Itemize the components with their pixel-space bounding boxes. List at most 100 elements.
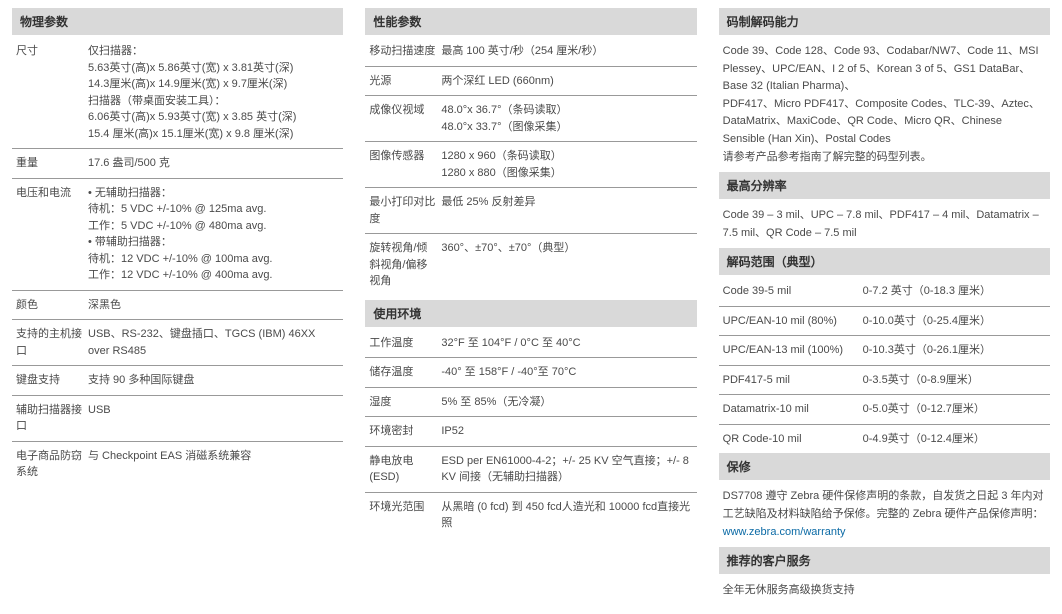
spec-label: 电压和电流 <box>16 185 88 284</box>
spec-value: 48.0°x 36.7°（条码读取） 48.0°x 33.7°（图像采集） <box>441 102 692 135</box>
spec-row: 光源两个深红 LED (660nm) <box>365 67 696 97</box>
spec-label: 成像仪视域 <box>369 102 441 135</box>
spec-row: 旋转视角/倾斜视角/偏移视角360°、±70°、±70°（典型） <box>365 234 696 296</box>
spec-row: 电压和电流• 无辅助扫描器： 待机：5 VDC +/-10% @ 125ma a… <box>12 179 343 291</box>
spec-label: QR Code-10 mil <box>723 431 863 448</box>
spec-label: 光源 <box>369 73 441 90</box>
spec-value: 深黑色 <box>88 297 339 314</box>
spec-value: 从黑暗 (0 fcd) 到 450 fcd人造光和 10000 fcd直接光照 <box>441 499 692 532</box>
spec-row: 环境光范围从黑暗 (0 fcd) 到 450 fcd人造光和 10000 fcd… <box>365 493 696 538</box>
header-performance: 性能参数 <box>365 8 696 35</box>
spec-row: 湿度5% 至 85%（无冷凝） <box>365 388 696 418</box>
header-environment: 使用环境 <box>365 300 696 327</box>
spec-row: PDF417-5 mil0-3.5英寸（0-8.9厘米） <box>719 366 1050 396</box>
header-range: 解码范围（典型） <box>719 248 1050 275</box>
spec-label: PDF417-5 mil <box>723 372 863 389</box>
rows-environment: 工作温度32°F 至 104°F / 0°C 至 40°C储存温度-40° 至 … <box>365 329 696 538</box>
rows-range: Code 39-5 mil0-7.2 英寸（0-18.3 厘米）UPC/EAN-… <box>719 277 1050 453</box>
spec-value: 0-5.0英寸（0-12.7厘米） <box>863 401 1046 418</box>
spec-value: 两个深红 LED (660nm) <box>441 73 692 90</box>
spec-row: 最小打印对比度最低 25% 反射差异 <box>365 188 696 234</box>
spec-label: 旋转视角/倾斜视角/偏移视角 <box>369 240 441 290</box>
spec-value: 仅扫描器： 5.63英寸(高)x 5.86英寸(宽) x 3.81英寸(深) 1… <box>88 43 339 142</box>
spec-value: • 无辅助扫描器： 待机：5 VDC +/-10% @ 125ma avg. 工… <box>88 185 339 284</box>
spec-value: 与 Checkpoint EAS 消磁系统兼容 <box>88 448 339 481</box>
spec-label: 环境光范围 <box>369 499 441 532</box>
spec-value: 最低 25% 反射差异 <box>441 194 692 227</box>
spec-value: 17.6 盎司/500 克 <box>88 155 339 172</box>
spec-value: 0-4.9英寸（0-12.4厘米） <box>863 431 1046 448</box>
spec-row: 辅助扫描器接口USB <box>12 396 343 442</box>
spec-label: 移动扫描速度 <box>369 43 441 60</box>
spec-row: Datamatrix-10 mil0-5.0英寸（0-12.7厘米） <box>719 395 1050 425</box>
header-resolution: 最高分辨率 <box>719 172 1050 199</box>
spec-label: UPC/EAN-13 mil (100%) <box>723 342 863 359</box>
spec-row: 颜色深黑色 <box>12 291 343 321</box>
spec-label: 环境密封 <box>369 423 441 440</box>
header-services: 推荐的客户服务 <box>719 547 1050 574</box>
spec-row: QR Code-10 mil0-4.9英寸（0-12.4厘米） <box>719 425 1050 454</box>
spec-value: 360°、±70°、±70°（典型） <box>441 240 692 290</box>
spec-row: 电子商品防窃系统与 Checkpoint EAS 消磁系统兼容 <box>12 442 343 487</box>
spec-row: 图像传感器1280 x 960（条码读取） 1280 x 880（图像采集） <box>365 142 696 188</box>
spec-value: 0-3.5英寸（0-8.9厘米） <box>863 372 1046 389</box>
spec-value: 最高 100 英寸/秒（254 厘米/秒） <box>441 43 692 60</box>
spec-label: 键盘支持 <box>16 372 88 389</box>
spec-value: -40° 至 158°F / -40°至 70°C <box>441 364 692 381</box>
spec-label: 尺寸 <box>16 43 88 142</box>
spec-row: UPC/EAN-10 mil (80%)0-10.0英寸（0-25.4厘米） <box>719 307 1050 337</box>
spec-label: 重量 <box>16 155 88 172</box>
decode-text: Code 39、Code 128、Code 93、Codabar/NW7、Cod… <box>719 37 1050 172</box>
spec-value: 0-7.2 英寸（0-18.3 厘米） <box>863 283 1046 300</box>
spec-value: USB、RS-232、键盘插口、TGCS (IBM) 46XX over RS4… <box>88 326 339 359</box>
header-physical: 物理参数 <box>12 8 343 35</box>
spec-row: 移动扫描速度最高 100 英寸/秒（254 厘米/秒） <box>365 37 696 67</box>
warranty-link[interactable]: www.zebra.com/warranty <box>723 526 846 538</box>
spec-row: 支持的主机接口USB、RS-232、键盘插口、TGCS (IBM) 46XX o… <box>12 320 343 366</box>
warranty-body: DS7708 遵守 Zebra 硬件保修声明的条款，自发货之日起 3 年内对工艺… <box>723 490 1044 520</box>
col-decode: 码制解码能力 Code 39、Code 128、Code 93、Codabar/… <box>719 8 1050 606</box>
spec-label: 电子商品防窃系统 <box>16 448 88 481</box>
spec-label: 工作温度 <box>369 335 441 352</box>
spec-label: Datamatrix-10 mil <box>723 401 863 418</box>
resolution-text: Code 39 – 3 mil、UPC – 7.8 mil、PDF417 – 4… <box>719 201 1050 248</box>
col-physical: 物理参数 尺寸仅扫描器： 5.63英寸(高)x 5.86英寸(宽) x 3.81… <box>12 8 343 606</box>
rows-performance: 移动扫描速度最高 100 英寸/秒（254 厘米/秒）光源两个深红 LED (6… <box>365 37 696 296</box>
col-performance: 性能参数 移动扫描速度最高 100 英寸/秒（254 厘米/秒）光源两个深红 L… <box>365 8 696 606</box>
spec-row: 重量17.6 盎司/500 克 <box>12 149 343 179</box>
spec-value: 支持 90 多种国际键盘 <box>88 372 339 389</box>
spec-row: 工作温度32°F 至 104°F / 0°C 至 40°C <box>365 329 696 359</box>
spec-row: 成像仪视域48.0°x 36.7°（条码读取） 48.0°x 33.7°（图像采… <box>365 96 696 142</box>
spec-label: 湿度 <box>369 394 441 411</box>
spec-label: Code 39-5 mil <box>723 283 863 300</box>
spec-label: 辅助扫描器接口 <box>16 402 88 435</box>
rows-physical: 尺寸仅扫描器： 5.63英寸(高)x 5.86英寸(宽) x 3.81英寸(深)… <box>12 37 343 487</box>
spec-row: 储存温度-40° 至 158°F / -40°至 70°C <box>365 358 696 388</box>
spec-row: UPC/EAN-13 mil (100%)0-10.3英寸（0-26.1厘米） <box>719 336 1050 366</box>
spec-value: 0-10.0英寸（0-25.4厘米） <box>863 313 1046 330</box>
spec-value: IP52 <box>441 423 692 440</box>
spec-row: 环境密封IP52 <box>365 417 696 447</box>
spec-row: 尺寸仅扫描器： 5.63英寸(高)x 5.86英寸(宽) x 3.81英寸(深)… <box>12 37 343 149</box>
spec-value: 5% 至 85%（无冷凝） <box>441 394 692 411</box>
spec-label: 储存温度 <box>369 364 441 381</box>
spec-value: USB <box>88 402 339 435</box>
spec-row: 静电放电 (ESD)ESD per EN61000-4-2；+/- 25 KV … <box>365 447 696 493</box>
spec-label: 静电放电 (ESD) <box>369 453 441 486</box>
spec-label: UPC/EAN-10 mil (80%) <box>723 313 863 330</box>
header-decode: 码制解码能力 <box>719 8 1050 35</box>
spec-label: 支持的主机接口 <box>16 326 88 359</box>
spec-row: 键盘支持支持 90 多种国际键盘 <box>12 366 343 396</box>
spec-label: 图像传感器 <box>369 148 441 181</box>
warranty-text: DS7708 遵守 Zebra 硬件保修声明的条款，自发货之日起 3 年内对工艺… <box>719 482 1050 547</box>
spec-value: 1280 x 960（条码读取） 1280 x 880（图像采集） <box>441 148 692 181</box>
services-text: 全年无休服务高级换货支持 <box>719 576 1050 606</box>
spec-row: Code 39-5 mil0-7.2 英寸（0-18.3 厘米） <box>719 277 1050 307</box>
spec-label: 颜色 <box>16 297 88 314</box>
spec-value: 0-10.3英寸（0-26.1厘米） <box>863 342 1046 359</box>
spec-label: 最小打印对比度 <box>369 194 441 227</box>
spec-value: 32°F 至 104°F / 0°C 至 40°C <box>441 335 692 352</box>
spec-columns: 物理参数 尺寸仅扫描器： 5.63英寸(高)x 5.86英寸(宽) x 3.81… <box>12 8 1050 606</box>
header-warranty: 保修 <box>719 453 1050 480</box>
spec-value: ESD per EN61000-4-2；+/- 25 KV 空气直接；+/- 8… <box>441 453 692 486</box>
